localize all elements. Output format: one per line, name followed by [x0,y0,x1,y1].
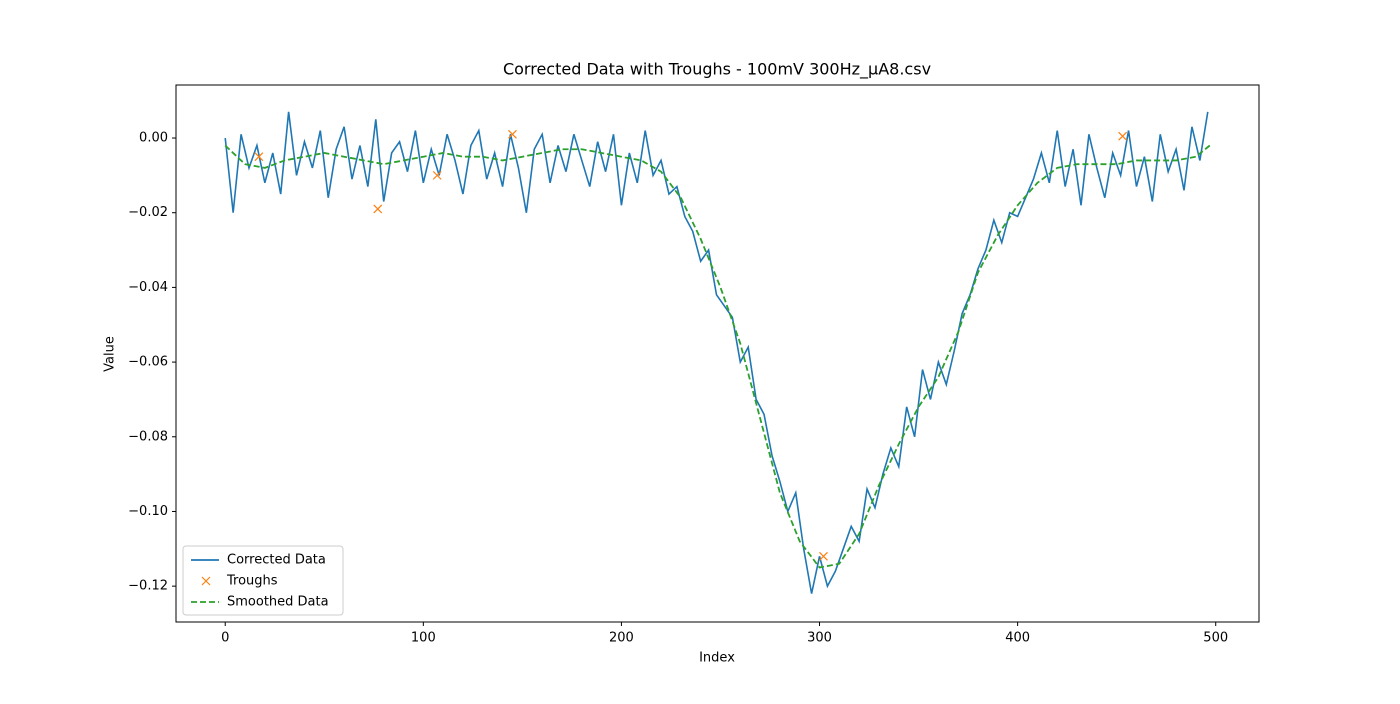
trough-marker [819,551,828,561]
trough-marker [508,129,517,139]
axes-frame [175,84,1260,623]
legend-label: Corrected Data [227,553,326,568]
y-tick-label: −0.12 [128,579,168,594]
trough-marker [373,204,383,214]
legend-label: Troughs [226,574,278,589]
y-axis-label: Value [103,336,118,372]
legend-box [182,545,344,616]
legend-marker [201,576,211,586]
y-tick-label: −0.06 [128,355,168,370]
x-tick-label: 500 [1203,631,1228,646]
y-tick-label: −0.10 [128,504,168,519]
x-tick-label: 300 [807,631,832,646]
y-tick-label: −0.04 [128,280,168,295]
y-tick-label: −0.08 [128,429,168,444]
series-line [224,144,1211,569]
legend-label: Smoothed Data [227,595,329,610]
series-line [224,111,1209,594]
trough-marker [432,170,442,180]
trough-marker [1118,131,1128,141]
x-tick-label: 200 [609,631,634,646]
x-axis-label: Index [699,651,735,666]
x-tick-label: 0 [221,631,229,646]
y-tick-label: −0.02 [128,205,168,220]
x-tick-label: 400 [1005,631,1030,646]
plot-area [224,111,1211,594]
x-tick-label: 100 [411,631,436,646]
chart-title: Corrected Data with Troughs - 100mV 300H… [503,60,931,80]
y-tick-label: 0.00 [139,131,168,146]
trough-marker [254,152,264,162]
